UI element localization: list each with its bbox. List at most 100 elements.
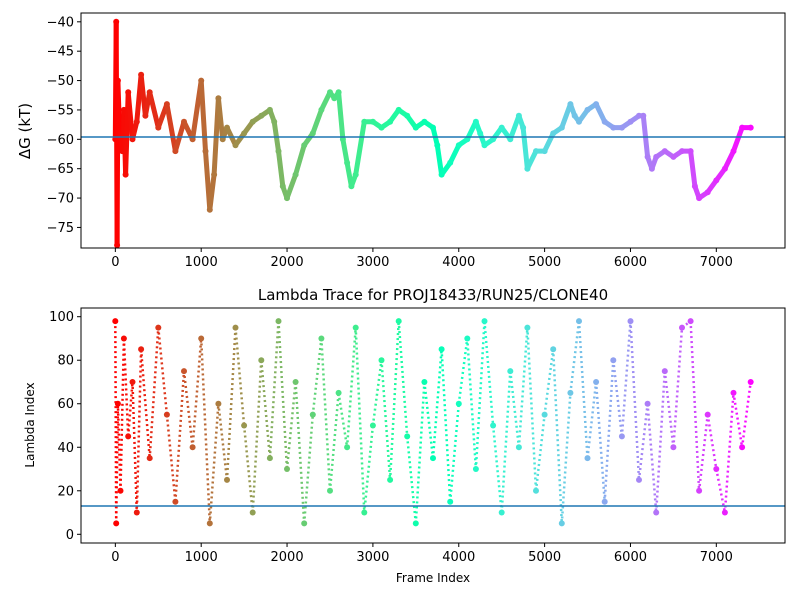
x-tick-label: 2000 xyxy=(271,550,304,565)
trace-segment xyxy=(345,327,357,448)
y-tick-label: −70 xyxy=(47,192,74,207)
trace-segment xyxy=(569,320,581,394)
trace-segment xyxy=(337,392,349,448)
trace-segment xyxy=(353,119,367,178)
x-tick-label: 7000 xyxy=(700,550,733,565)
trace-segment xyxy=(654,371,667,513)
trace-segment xyxy=(440,349,452,502)
trace-segment xyxy=(126,381,134,437)
trace-segment xyxy=(115,78,123,136)
trace-segment xyxy=(174,371,186,502)
y-tick-label: 80 xyxy=(57,354,74,369)
x-tick-label: 7000 xyxy=(700,255,733,270)
trace-segment xyxy=(320,338,332,491)
trace-segment xyxy=(251,360,263,513)
trace-segment xyxy=(681,320,692,329)
trace-segment xyxy=(380,360,392,480)
trace-segment xyxy=(311,338,323,415)
lambda-y-ticks: 0 20 40 60 80 100 xyxy=(49,310,81,543)
trace-segment xyxy=(336,89,346,142)
x-tick-label: 0 xyxy=(111,255,119,270)
trace-segment xyxy=(593,101,608,125)
trace-segment xyxy=(431,349,443,459)
dg-chart: 0 1000 2000 3000 4000 5000 6000 7000 −75−70−65−… xyxy=(16,12,786,270)
trace-segment xyxy=(603,360,615,502)
y-tick-label: −50 xyxy=(47,74,74,89)
dg-y-ticks: −75 −70 −65 −60 −55 −50 −45 −40 xyxy=(47,15,81,236)
dg-points xyxy=(112,18,754,249)
x-tick-label: 5000 xyxy=(528,255,561,270)
trace-segment xyxy=(191,338,203,448)
y-tick-label: 60 xyxy=(57,397,74,412)
trace-segment xyxy=(371,360,383,426)
trace-segment xyxy=(234,327,246,426)
trace-segment xyxy=(483,320,495,426)
trace-segment xyxy=(217,403,229,481)
trace-segment xyxy=(340,136,350,166)
trace-segment xyxy=(586,381,598,459)
trace-segment xyxy=(646,403,658,513)
trace-segment xyxy=(294,381,306,524)
lambda-chart: Lambda Trace for PROJ18433/RUN25/CLONE40… xyxy=(23,286,786,585)
trace-segment xyxy=(131,381,139,513)
trace-segment xyxy=(215,95,226,142)
trace-segment xyxy=(242,425,254,513)
trace-segment xyxy=(637,403,649,481)
x-tick-label: 4000 xyxy=(442,550,475,565)
x-tick-label: 4000 xyxy=(442,255,475,270)
trace-segment xyxy=(423,381,435,459)
y-tick-label: −55 xyxy=(47,103,74,118)
dg-y-axis-label: ΔG (kT) xyxy=(16,103,34,159)
trace-segment xyxy=(139,349,151,459)
trace-segment xyxy=(526,327,538,491)
trace-segment xyxy=(629,321,641,480)
x-tick-label: 0 xyxy=(111,550,119,565)
trace-segment xyxy=(559,101,573,131)
trace-segment xyxy=(225,327,237,480)
lambda-x-axis-label: Frame Index xyxy=(396,571,470,585)
trace-segment xyxy=(318,89,333,113)
trace-segment xyxy=(447,142,462,166)
x-tick-label: 1000 xyxy=(185,550,218,565)
trace-segment xyxy=(276,148,286,189)
trace-segment xyxy=(740,381,752,448)
trace-segment xyxy=(207,172,217,213)
trace-segment xyxy=(507,113,522,142)
trace-segment xyxy=(663,370,675,448)
trace-segment xyxy=(135,349,143,513)
trace-segment xyxy=(723,392,735,513)
trace-segment xyxy=(560,392,572,524)
trace-segment xyxy=(208,403,220,524)
trace-segment xyxy=(612,360,624,437)
trace-segment xyxy=(199,338,212,524)
x-tick-label: 2000 xyxy=(271,255,304,270)
y-tick-label: 40 xyxy=(57,441,74,456)
x-tick-label: 6000 xyxy=(614,255,647,270)
trace-segment xyxy=(524,148,539,172)
y-tick-label: 0 xyxy=(66,528,74,543)
trace-segment xyxy=(466,338,478,470)
x-tick-label: 3000 xyxy=(356,550,389,565)
dg-plot-frame xyxy=(80,12,786,249)
trace-segment xyxy=(122,338,130,437)
y-tick-label: −60 xyxy=(47,133,74,148)
trace-segment xyxy=(119,338,126,491)
trace-segment xyxy=(620,321,632,437)
trace-segment xyxy=(688,148,698,189)
trace-segment xyxy=(302,414,315,524)
trace-segment xyxy=(268,321,280,459)
x-tick-label: 5000 xyxy=(528,550,561,565)
trace-segment xyxy=(285,381,297,470)
lambda-y-axis-label: Lambda Index xyxy=(23,382,37,467)
trace-segment xyxy=(293,142,307,178)
trace-segment xyxy=(457,338,469,404)
y-tick-label: −40 xyxy=(47,15,74,30)
trace-segment xyxy=(388,321,400,480)
trace-segment xyxy=(500,371,512,513)
dg-x-ticks: 0 1000 2000 3000 4000 5000 6000 7000 xyxy=(111,248,733,270)
lambda-chart-title: Lambda Trace for PROJ18433/RUN25/CLONE40 xyxy=(258,286,608,304)
trace-segment xyxy=(732,392,744,448)
trace-segment xyxy=(534,414,546,491)
x-tick-label: 6000 xyxy=(614,550,647,565)
trace-segment xyxy=(542,130,556,154)
